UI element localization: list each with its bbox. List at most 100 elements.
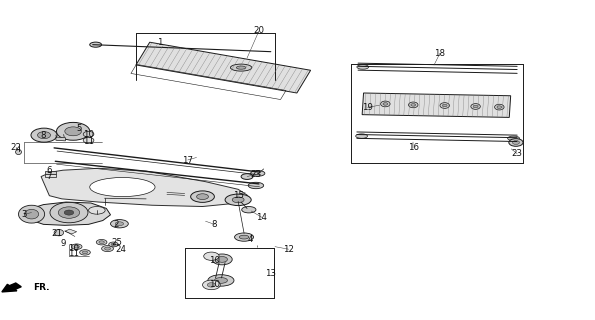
Ellipse shape [383, 103, 388, 105]
Text: 1: 1 [157, 38, 162, 47]
Polygon shape [45, 174, 56, 177]
Ellipse shape [83, 137, 94, 143]
Ellipse shape [512, 140, 519, 144]
Ellipse shape [212, 254, 232, 265]
Ellipse shape [494, 104, 504, 110]
Ellipse shape [241, 174, 253, 180]
Text: 9: 9 [60, 239, 65, 248]
Polygon shape [362, 93, 511, 117]
Text: 10: 10 [83, 130, 94, 139]
Ellipse shape [83, 131, 94, 137]
Ellipse shape [497, 106, 502, 108]
Polygon shape [45, 171, 56, 174]
Ellipse shape [99, 241, 104, 244]
Text: 5: 5 [76, 124, 82, 133]
Ellipse shape [225, 194, 251, 205]
Ellipse shape [190, 191, 214, 202]
Text: 22: 22 [11, 143, 21, 152]
Ellipse shape [109, 242, 118, 247]
Text: 24: 24 [115, 245, 126, 254]
Text: 25: 25 [111, 238, 122, 247]
Ellipse shape [90, 42, 102, 47]
Ellipse shape [18, 205, 45, 223]
Ellipse shape [65, 127, 82, 136]
Ellipse shape [214, 277, 227, 283]
Ellipse shape [473, 105, 478, 108]
Text: 13: 13 [265, 268, 276, 278]
Ellipse shape [64, 210, 74, 215]
Ellipse shape [509, 139, 523, 146]
Ellipse shape [74, 245, 79, 248]
Text: 11: 11 [68, 250, 79, 259]
Text: 14: 14 [256, 213, 267, 222]
Text: 21: 21 [52, 229, 62, 238]
Ellipse shape [96, 239, 107, 245]
Text: 8: 8 [40, 131, 46, 140]
Ellipse shape [242, 206, 256, 213]
Ellipse shape [356, 134, 368, 138]
Text: 8: 8 [212, 220, 217, 229]
Text: FR.: FR. [33, 283, 50, 292]
Text: 3: 3 [21, 210, 27, 219]
Ellipse shape [248, 182, 264, 189]
Text: 19: 19 [362, 103, 373, 112]
Ellipse shape [442, 104, 447, 107]
Polygon shape [56, 137, 65, 141]
Ellipse shape [508, 136, 519, 140]
Text: 6: 6 [46, 166, 52, 175]
Ellipse shape [234, 233, 253, 241]
Text: 10: 10 [209, 256, 220, 265]
Text: 18: 18 [434, 49, 446, 58]
Text: 12: 12 [283, 245, 294, 254]
Text: 7: 7 [46, 172, 52, 181]
Ellipse shape [357, 65, 369, 69]
Ellipse shape [102, 245, 114, 252]
Ellipse shape [230, 64, 252, 71]
Ellipse shape [207, 283, 215, 287]
Ellipse shape [208, 275, 234, 286]
Ellipse shape [105, 247, 111, 250]
Ellipse shape [202, 280, 220, 290]
Polygon shape [41, 168, 250, 206]
Ellipse shape [115, 222, 124, 226]
FancyArrow shape [2, 283, 21, 292]
Polygon shape [136, 42, 311, 93]
Ellipse shape [239, 235, 249, 239]
Ellipse shape [31, 128, 57, 142]
Ellipse shape [82, 251, 87, 254]
Ellipse shape [54, 229, 64, 236]
Ellipse shape [440, 103, 449, 108]
Ellipse shape [203, 252, 219, 260]
Text: 15: 15 [233, 190, 243, 200]
Polygon shape [26, 202, 111, 225]
Ellipse shape [37, 132, 51, 139]
Ellipse shape [89, 206, 105, 214]
Ellipse shape [217, 257, 227, 262]
Text: 10: 10 [209, 280, 220, 289]
Ellipse shape [250, 171, 265, 176]
Text: 16: 16 [408, 143, 419, 152]
Ellipse shape [196, 194, 208, 199]
Ellipse shape [15, 149, 21, 155]
Text: 17: 17 [182, 156, 193, 164]
Text: 10: 10 [68, 244, 79, 253]
Text: 11: 11 [83, 137, 94, 146]
Text: 2: 2 [114, 220, 119, 229]
Text: 23: 23 [512, 149, 522, 158]
Ellipse shape [111, 220, 129, 228]
Polygon shape [65, 229, 77, 234]
Text: 4: 4 [248, 235, 253, 244]
Ellipse shape [71, 244, 82, 249]
Ellipse shape [471, 104, 480, 109]
Ellipse shape [409, 102, 418, 108]
Ellipse shape [236, 66, 246, 69]
Ellipse shape [111, 243, 116, 246]
Ellipse shape [80, 250, 90, 255]
Ellipse shape [58, 207, 80, 218]
Ellipse shape [50, 202, 88, 223]
Ellipse shape [411, 104, 416, 106]
Text: 20: 20 [253, 27, 264, 36]
Ellipse shape [57, 123, 90, 140]
Ellipse shape [232, 197, 244, 203]
Ellipse shape [90, 178, 155, 197]
